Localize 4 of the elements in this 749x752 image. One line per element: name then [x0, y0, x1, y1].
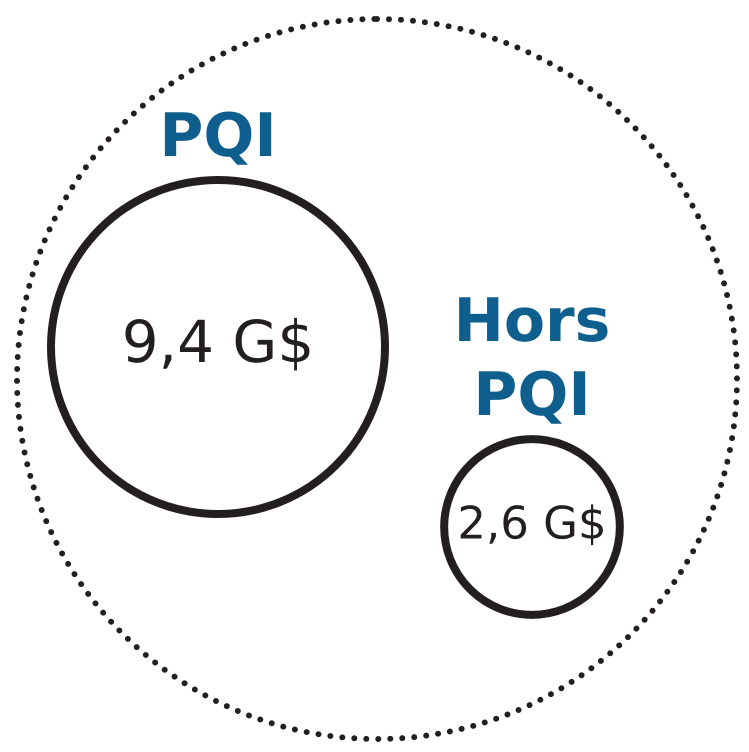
category-label: Hors PQI — [454, 286, 610, 430]
category-label: PQI — [159, 101, 277, 171]
data-label: 9,4 G$ — [122, 308, 314, 376]
data-label: 2,6 G$ — [457, 496, 607, 550]
